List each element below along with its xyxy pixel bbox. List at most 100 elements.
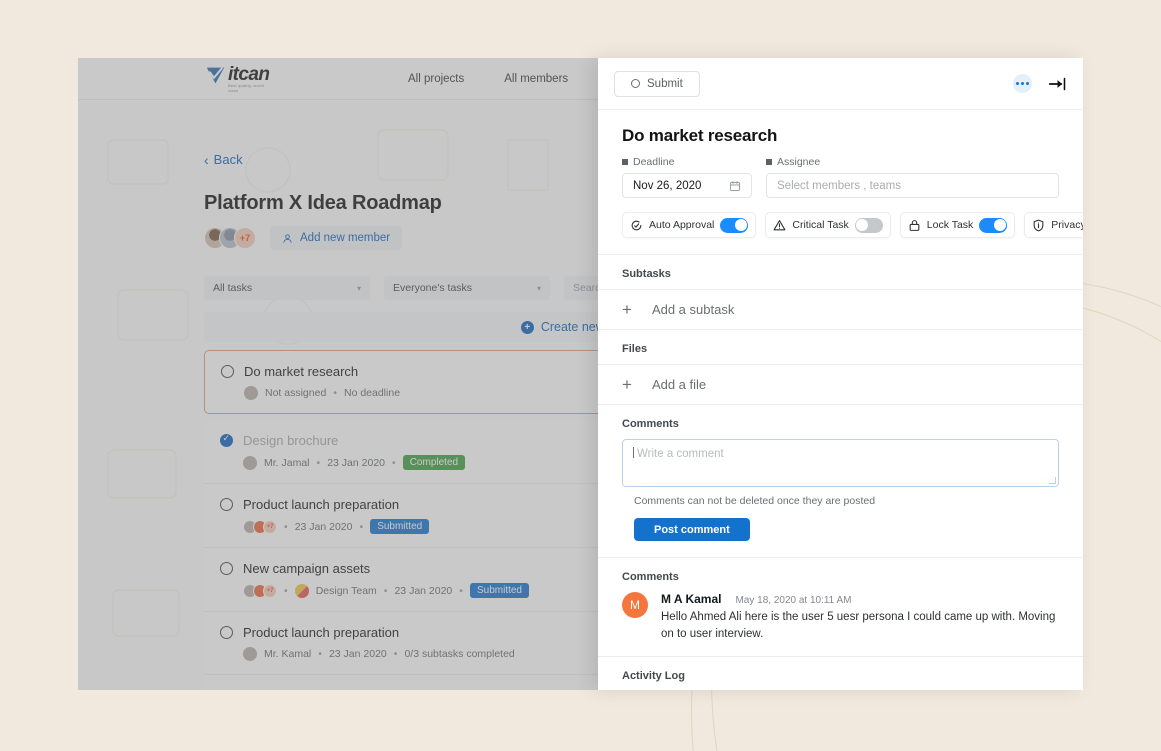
avatar: M	[622, 592, 648, 618]
chevron-down-icon: ▾	[356, 283, 361, 293]
privacy-toggle-row[interactable]: Privacy	[1024, 212, 1083, 238]
task-assignee: Not assigned	[265, 387, 327, 399]
status-badge: Completed	[402, 455, 466, 470]
status-badge: Submitted	[370, 519, 430, 534]
task-name: Do market research	[244, 364, 359, 379]
task-meta: +7 • Design Team • 23 Jan 2020 • Submitt…	[220, 583, 932, 598]
task-deadline: 23 Jan 2020	[294, 520, 353, 533]
app-logo-tagline: Best quality, world class	[228, 83, 264, 93]
submit-button[interactable]: Submit	[614, 70, 700, 97]
comment-timestamp: May 18, 2020 at 10:11 AM	[735, 595, 852, 606]
submit-button-label: Submit	[647, 77, 683, 90]
collapse-panel-icon[interactable]	[1048, 77, 1067, 91]
filter-owner-value: Everyone's tasks	[393, 282, 473, 294]
team-icon	[294, 583, 309, 598]
calendar-icon	[730, 180, 740, 191]
auto-approval-icon	[631, 220, 642, 230]
comment-form: Write a comment Comments can not be dele…	[598, 439, 1083, 557]
separator-dot: •	[359, 520, 364, 533]
separator-dot: •	[284, 584, 288, 597]
add-new-member-button[interactable]: Add new member	[270, 226, 403, 250]
filter-scope-select[interactable]: All tasks ▾	[204, 276, 370, 300]
avatar	[244, 386, 258, 400]
task-name: Product launch preparation	[243, 497, 400, 512]
task-meta: Mr. Jamal • 23 Jan 2020 • Completed	[220, 455, 932, 470]
person-add-icon	[283, 233, 292, 243]
lock-task-switch[interactable]	[979, 217, 1008, 233]
avatar-overflow-count: +7	[234, 227, 256, 249]
deadline-label: Deadline	[633, 156, 675, 168]
nav-all-projects[interactable]: All projects	[408, 73, 465, 85]
separator-dot: •	[393, 648, 398, 660]
assignee-placeholder: Select members , teams	[777, 179, 901, 192]
list-item: M M A Kamal May 18, 2020 at 10:11 AM Hel…	[598, 592, 1083, 656]
circle-icon	[631, 79, 640, 88]
comments-heading: Comments	[622, 571, 679, 583]
text-caret	[633, 447, 634, 458]
square-bullet-icon	[766, 159, 772, 165]
lock-icon	[909, 219, 920, 231]
privacy-label: Privacy	[1051, 219, 1083, 231]
comment-hint: Comments can not be deleted once they ar…	[634, 495, 876, 507]
task-name: New campaign assets	[243, 561, 371, 576]
task-status-circle-icon[interactable]	[221, 365, 234, 378]
avatar-group[interactable]: +7	[204, 227, 256, 249]
detail-panel-header: Submit	[598, 58, 1083, 110]
plus-icon: +	[622, 375, 632, 394]
separator-dot: •	[316, 456, 321, 469]
plus-circle-icon: +	[520, 320, 534, 334]
comment-textarea[interactable]: Write a comment	[622, 439, 1059, 487]
critical-task-label: Critical Task	[792, 219, 849, 231]
filter-owner-select[interactable]: Everyone's tasks ▾	[384, 276, 550, 300]
filter-scope-value: All tasks	[213, 282, 253, 294]
task-name: Design brochure	[243, 433, 339, 448]
deadline-value: Nov 26, 2020	[633, 179, 702, 192]
nav-all-members[interactable]: All members	[504, 73, 569, 85]
comment-placeholder: Write a comment	[637, 448, 724, 460]
square-bullet-icon	[622, 159, 628, 165]
task-assignee: Mr. Kamal	[264, 648, 312, 660]
post-comment-button[interactable]: Post comment	[634, 518, 750, 541]
auto-approval-toggle-row[interactable]: Auto Approval	[622, 212, 757, 238]
avatar-group: +7	[243, 519, 277, 534]
add-new-member-label: Add new member	[300, 232, 391, 244]
separator-dot: •	[459, 584, 463, 597]
comment-form-heading: Comments	[622, 418, 679, 430]
app-logo-text: itcan	[228, 64, 270, 85]
detail-panel-body: Do market research Deadline Nov 26, 2020	[598, 110, 1083, 690]
page-title: Platform X Idea Roadmap	[204, 192, 442, 214]
app-logo[interactable]: itcan Best quality, world class	[206, 64, 270, 93]
assignee-input[interactable]: Select members , teams	[766, 173, 1059, 198]
separator-dot: •	[383, 584, 388, 597]
back-label: Back	[213, 152, 243, 167]
add-file-row[interactable]: + Add a file	[598, 364, 1083, 405]
plus-icon: +	[622, 300, 632, 319]
add-subtask-row[interactable]: + Add a subtask	[598, 289, 1083, 330]
search-placeholder: Search	[573, 282, 607, 294]
lock-task-toggle-row[interactable]: Lock Task	[899, 212, 1016, 238]
critical-task-toggle-row[interactable]: Critical Task	[765, 212, 891, 238]
deadline-input[interactable]: Nov 26, 2020	[622, 173, 752, 198]
task-status-circle-icon[interactable]	[220, 626, 233, 639]
auto-approval-switch[interactable]	[720, 217, 749, 233]
task-status-circle-icon[interactable]	[220, 498, 233, 511]
task-status-circle-icon[interactable]	[220, 562, 233, 575]
assignee-label: Assignee	[777, 156, 821, 168]
avatar-group: +7	[243, 583, 277, 598]
critical-task-switch[interactable]	[854, 217, 883, 233]
comment-body: M A Kamal May 18, 2020 at 10:11 AM Hello…	[661, 592, 1059, 642]
lock-task-label: Lock Task	[926, 219, 974, 231]
ellipsis-icon[interactable]	[1013, 74, 1032, 93]
avatar-overflow-count: +7	[263, 519, 277, 534]
assignee-label-row: Assignee	[766, 156, 1059, 168]
add-subtask-label: Add a subtask	[651, 302, 735, 317]
avatar-overflow-count: +7	[263, 583, 277, 598]
auto-approval-label: Auto Approval	[649, 219, 715, 231]
task-deadline: 23 Jan 2020	[328, 648, 387, 660]
task-deadline: 23 Jan 2020	[327, 456, 386, 469]
task-status-circle-icon[interactable]	[220, 433, 233, 447]
member-row: +7 Add new member	[204, 226, 403, 250]
chevron-down-icon: ▾	[536, 283, 541, 293]
back-link[interactable]: ‹ Back	[204, 152, 243, 167]
